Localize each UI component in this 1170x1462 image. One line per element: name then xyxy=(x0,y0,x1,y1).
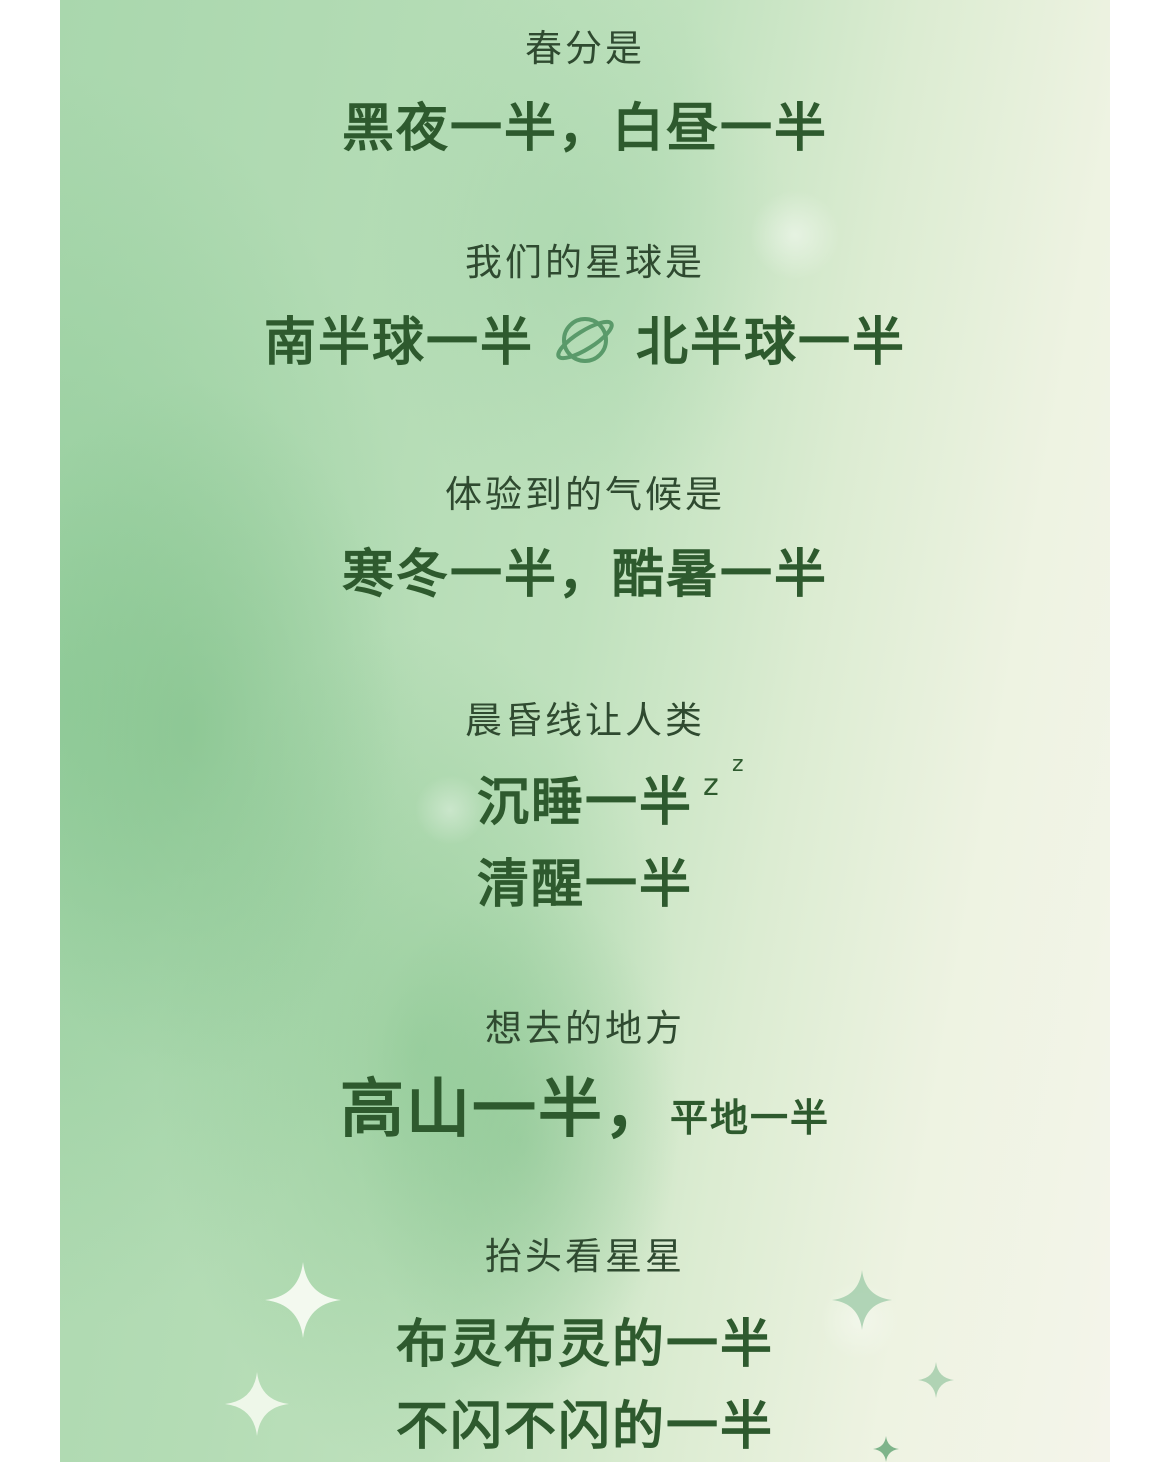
poem-line-5-a: 高山一半， xyxy=(339,1072,670,1147)
poem-line-2-left: 南半球一半 xyxy=(263,312,534,373)
sparkle-icon xyxy=(225,1372,289,1436)
poem-line-4a: 沉睡一半 xyxy=(476,772,693,833)
poem-line-3: 寒冬一半，酷暑一半 xyxy=(341,544,828,605)
poem-subtitle-6: 抬头看星星 xyxy=(485,1235,685,1278)
poem-subtitle-3: 体验到的气候是 xyxy=(445,473,725,516)
sparkle-icon xyxy=(265,1262,341,1338)
sparkle-icon xyxy=(832,1270,892,1330)
poem-line-2: 南半球一半 北半球一半 xyxy=(60,300,1110,381)
poem-subtitle-2: 我们的星球是 xyxy=(465,241,705,284)
poem-line-6b: 不闪不闪的一半 xyxy=(395,1396,774,1457)
planet-icon xyxy=(552,312,618,381)
sleep-z-icon: z xyxy=(703,768,719,803)
poem-subtitle-5: 想去的地方 xyxy=(485,1007,685,1050)
poem-subtitle-1: 春分是 xyxy=(525,27,645,70)
poem-line-5-b: 平地一半 xyxy=(669,1095,830,1140)
poem-line-4b: 清醒一半 xyxy=(476,854,693,915)
poem-line-1: 黑夜一半，白昼一半 xyxy=(341,98,828,159)
poem-line-2-right: 北半球一半 xyxy=(636,312,907,373)
poem-line-5: 高山一半，平地一半 xyxy=(60,1058,1110,1150)
poem-line-6a: 布灵布灵的一半 xyxy=(395,1314,774,1375)
sparkle-icon xyxy=(873,1436,899,1462)
sparkle-icon xyxy=(918,1362,954,1398)
poster-background: 春分是 黑夜一半，白昼一半 我们的星球是 南半球一半 北半球一半 体验到的气候是 … xyxy=(60,0,1110,1462)
poem-subtitle-4: 晨昏线让人类 xyxy=(465,699,705,742)
sleep-z-icon: z xyxy=(732,752,744,777)
